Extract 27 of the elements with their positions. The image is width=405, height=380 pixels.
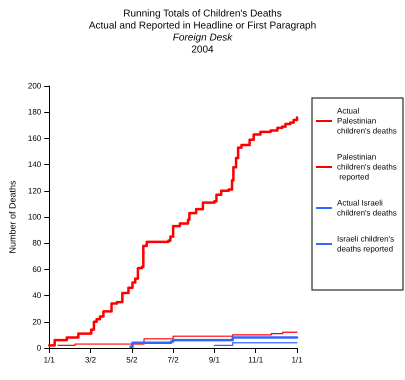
legend-label: Israeli children's deaths reported bbox=[337, 234, 396, 254]
legend-label: Actual Israeli children's deaths bbox=[337, 198, 397, 218]
x-tick-label: 1/1 bbox=[291, 356, 304, 364]
x-tick-label: 9/1 bbox=[208, 356, 221, 364]
y-tick-label: 100 bbox=[28, 212, 42, 222]
y-tick-label: 80 bbox=[32, 238, 42, 248]
x-tick-label: 3/2 bbox=[84, 356, 97, 364]
legend-label: Actual Palestinian children's deaths bbox=[337, 106, 397, 136]
x-tick-label: 5/2 bbox=[126, 356, 138, 364]
y-tick-label: 200 bbox=[28, 82, 42, 90]
text: Foreign Desk bbox=[172, 32, 234, 44]
x-tick-label: 11/1 bbox=[248, 356, 264, 364]
y-tick-label: 140 bbox=[28, 160, 42, 170]
y-tick-label: 20 bbox=[32, 317, 42, 326]
chart-subtitle: Actual and Reported in Headline or First Paragraph bbox=[88, 20, 316, 32]
x-tick-label: 7/2 bbox=[168, 356, 180, 364]
y-tick-label: 160 bbox=[28, 134, 42, 143]
y-axis-title: Number of Deaths bbox=[8, 180, 18, 254]
y-tick-label: 180 bbox=[28, 108, 42, 117]
legend-label: Palestinian children's deaths reported bbox=[337, 152, 397, 182]
text: 2004 bbox=[191, 44, 214, 56]
y-tick-label: 40 bbox=[32, 291, 42, 300]
chart-title: Running Totals of Children's Deaths bbox=[123, 8, 282, 20]
y-tick-label: 60 bbox=[32, 264, 42, 274]
x-tick-label: 1/1 bbox=[44, 356, 56, 364]
y-tick-label: 0 bbox=[36, 344, 42, 352]
y-tick-label: 120 bbox=[28, 186, 42, 196]
